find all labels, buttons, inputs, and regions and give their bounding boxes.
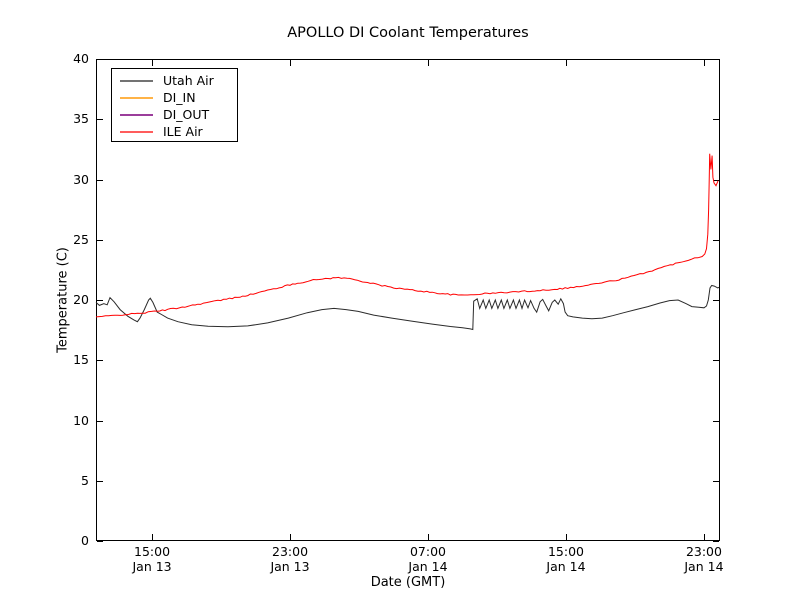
y-tick-label: 40 xyxy=(73,51,89,66)
y-tick-label: 35 xyxy=(73,111,89,127)
legend-item-utah-air: Utah Air xyxy=(120,72,237,89)
x-tick-label: 15:00 Jan 14 xyxy=(546,544,586,574)
legend-item-di-out: DI_OUT xyxy=(120,106,237,123)
x-tick-label: 15:00 Jan 13 xyxy=(132,544,172,574)
y-tick-label: 20 xyxy=(73,292,89,307)
legend-item-di-in: DI_IN xyxy=(120,89,237,106)
legend-line-sample xyxy=(120,96,153,99)
legend-item-label: ILE Air xyxy=(163,124,203,139)
legend-item-label: Utah Air xyxy=(163,73,214,88)
y-tick-label: 25 xyxy=(73,231,89,247)
y-tick-label: 15 xyxy=(73,352,89,368)
legend-line-sample xyxy=(120,113,153,116)
legend: Utah Air DI_IN DI_OUT ILE Air xyxy=(111,68,238,142)
legend-line-sample xyxy=(120,79,153,82)
y-tick-label: 10 xyxy=(73,412,89,428)
legend-line-sample xyxy=(120,130,153,133)
x-axis-label: Date (GMT) xyxy=(370,575,446,590)
x-tick-label: 23:00 Jan 13 xyxy=(270,544,310,574)
legend-item-label: DI_OUT xyxy=(163,107,210,122)
legend-item-ile-air: ILE Air xyxy=(120,123,237,140)
y-tick-label: 0 xyxy=(81,533,89,548)
x-tick-label: 23:00 Jan 14 xyxy=(684,544,724,574)
legend-item-label: DI_IN xyxy=(163,90,196,105)
x-tick-label: 07:00 Jan 14 xyxy=(408,544,448,574)
chart-title: APOLLO DI Coolant Temperatures xyxy=(287,25,529,41)
y-tick-label: 30 xyxy=(73,171,89,187)
y-axis-label: Temperature (C) xyxy=(55,247,71,353)
y-tick-label: 5 xyxy=(81,472,89,488)
